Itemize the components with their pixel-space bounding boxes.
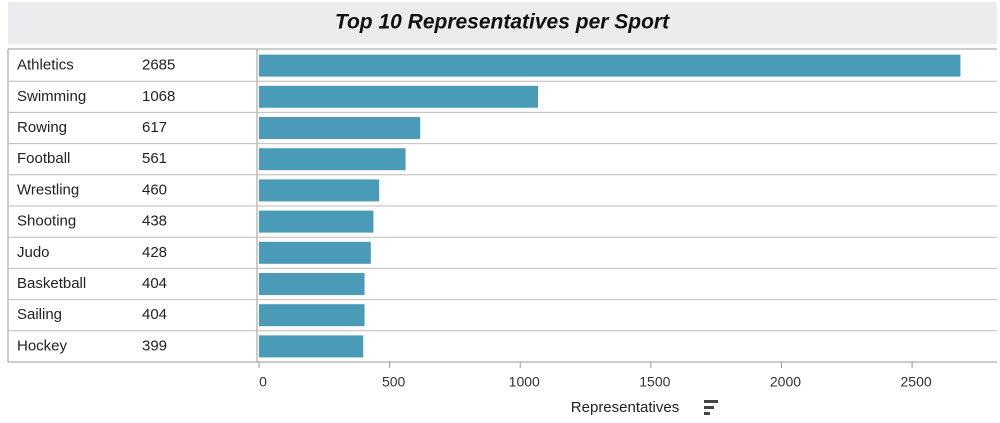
bar	[259, 179, 380, 202]
chart-title: Top 10 Representatives per Sport	[335, 11, 670, 34]
value-label: 2685	[142, 57, 175, 74]
value-label: 460	[142, 181, 167, 198]
value-label: 428	[142, 244, 167, 261]
category-label: Sailing	[17, 306, 62, 323]
x-tick-label: 500	[382, 374, 406, 390]
bar	[259, 304, 365, 327]
value-label: 438	[142, 213, 167, 230]
x-tick-label: 2000	[770, 374, 801, 390]
x-axis-title: Representatives	[571, 399, 679, 416]
category-label: Judo	[17, 244, 50, 261]
value-label: 617	[142, 119, 167, 136]
sort-icon[interactable]	[704, 400, 718, 415]
x-tick-label: 1500	[639, 374, 670, 390]
bar	[259, 85, 539, 108]
category-label: Shooting	[17, 213, 76, 230]
bar	[259, 148, 406, 171]
bar	[259, 241, 371, 264]
category-label: Hockey	[17, 337, 68, 354]
value-label: 399	[142, 337, 167, 354]
category-label: Athletics	[17, 57, 74, 74]
category-label: Wrestling	[17, 181, 79, 198]
category-label: Swimming	[17, 88, 86, 105]
category-label: Basketball	[17, 275, 86, 292]
bar	[259, 273, 365, 295]
value-label: 404	[142, 275, 167, 292]
x-tick-label: 2500	[901, 374, 932, 390]
bar	[259, 210, 374, 233]
x-tick-label: 1000	[509, 374, 540, 390]
category-label: Rowing	[17, 119, 67, 136]
value-label: 561	[142, 150, 167, 167]
category-label: Football	[17, 150, 70, 167]
bar	[259, 54, 961, 77]
bar	[259, 335, 364, 358]
x-tick-label: 0	[259, 374, 267, 390]
bar	[259, 117, 421, 139]
value-label: 404	[142, 306, 167, 323]
title-band	[8, 2, 997, 44]
value-label: 1068	[142, 88, 175, 105]
